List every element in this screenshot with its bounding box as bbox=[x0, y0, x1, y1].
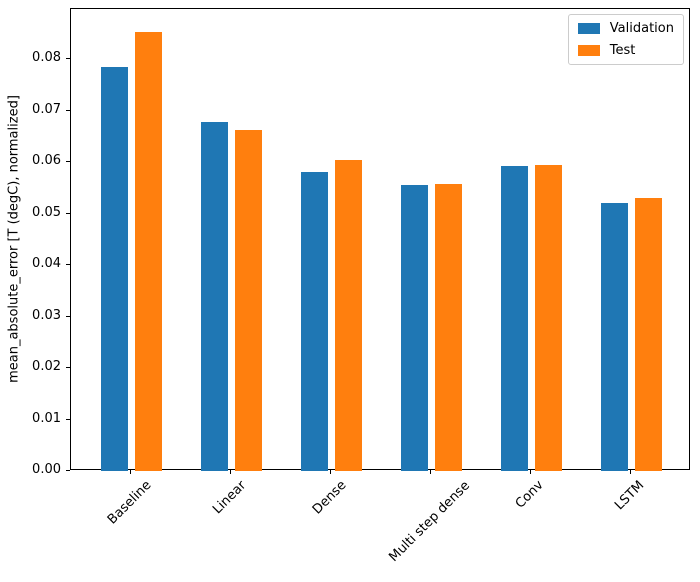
bar-test-lstm bbox=[634, 198, 662, 471]
y-tick-mark bbox=[66, 161, 70, 162]
test-color-swatch bbox=[577, 45, 600, 56]
y-tick-mark bbox=[66, 315, 70, 317]
bar-validation-multi-step-dense bbox=[400, 185, 428, 471]
validation-color-swatch bbox=[577, 23, 600, 34]
y-tick-label: 0.00 bbox=[32, 462, 61, 477]
y-tick-label: 0.06 bbox=[32, 153, 61, 168]
y-tick-mark bbox=[66, 418, 70, 420]
x-tick-label-dense: Dense bbox=[309, 478, 350, 518]
plot-area: Validation Test bbox=[70, 8, 690, 471]
x-tick-mark bbox=[430, 470, 431, 474]
y-tick-mark bbox=[66, 109, 70, 111]
bar-test-linear bbox=[234, 129, 262, 471]
x-tick-mark bbox=[530, 470, 531, 474]
x-tick-label-lstm: LSTM bbox=[612, 478, 648, 514]
legend: Validation Test bbox=[567, 14, 684, 65]
legend-label-test: Test bbox=[609, 43, 636, 58]
bar-test-baseline bbox=[134, 32, 162, 471]
bar-test-multi-step-dense bbox=[434, 183, 462, 471]
y-tick-label: 0.02 bbox=[32, 359, 61, 374]
bars-layer bbox=[71, 9, 689, 471]
x-tick-label-conv: Conv bbox=[512, 477, 547, 512]
bar-validation-dense bbox=[300, 171, 328, 471]
y-tick-label: 0.05 bbox=[32, 204, 61, 220]
y-tick-mark bbox=[66, 367, 70, 368]
y-tick-label: 0.07 bbox=[32, 101, 61, 117]
y-tick-mark bbox=[66, 58, 70, 59]
y-tick-mark bbox=[66, 264, 70, 265]
bar-validation-baseline bbox=[100, 66, 128, 471]
y-tick-label: 0.08 bbox=[32, 50, 61, 65]
x-tick-label-linear: Linear bbox=[210, 477, 250, 518]
y-tick-mark bbox=[66, 470, 70, 471]
x-tick-mark bbox=[330, 470, 331, 474]
x-tick-mark bbox=[130, 470, 131, 474]
x-tick-mark bbox=[230, 470, 231, 474]
legend-entry-test: Test bbox=[577, 43, 674, 58]
bar-test-dense bbox=[334, 160, 362, 471]
bar-validation-linear bbox=[200, 121, 228, 471]
legend-entry-validation: Validation bbox=[577, 21, 674, 36]
x-tick-label-baseline: Baseline bbox=[104, 477, 155, 528]
legend-label-validation: Validation bbox=[609, 21, 674, 36]
y-axis-label: mean_absolute_error [T (degC), normalize… bbox=[6, 95, 22, 383]
y-tick-label: 0.01 bbox=[32, 410, 61, 426]
y-tick-label: 0.04 bbox=[32, 256, 61, 271]
bar-test-conv bbox=[534, 165, 562, 471]
x-tick-mark bbox=[630, 470, 631, 474]
x-tick-label-multi-step-dense: Multi step dense bbox=[386, 477, 473, 565]
y-tick-mark bbox=[66, 212, 70, 214]
y-tick-label: 0.03 bbox=[32, 307, 61, 323]
bar-validation-conv bbox=[500, 166, 528, 471]
bar-validation-lstm bbox=[600, 203, 628, 471]
